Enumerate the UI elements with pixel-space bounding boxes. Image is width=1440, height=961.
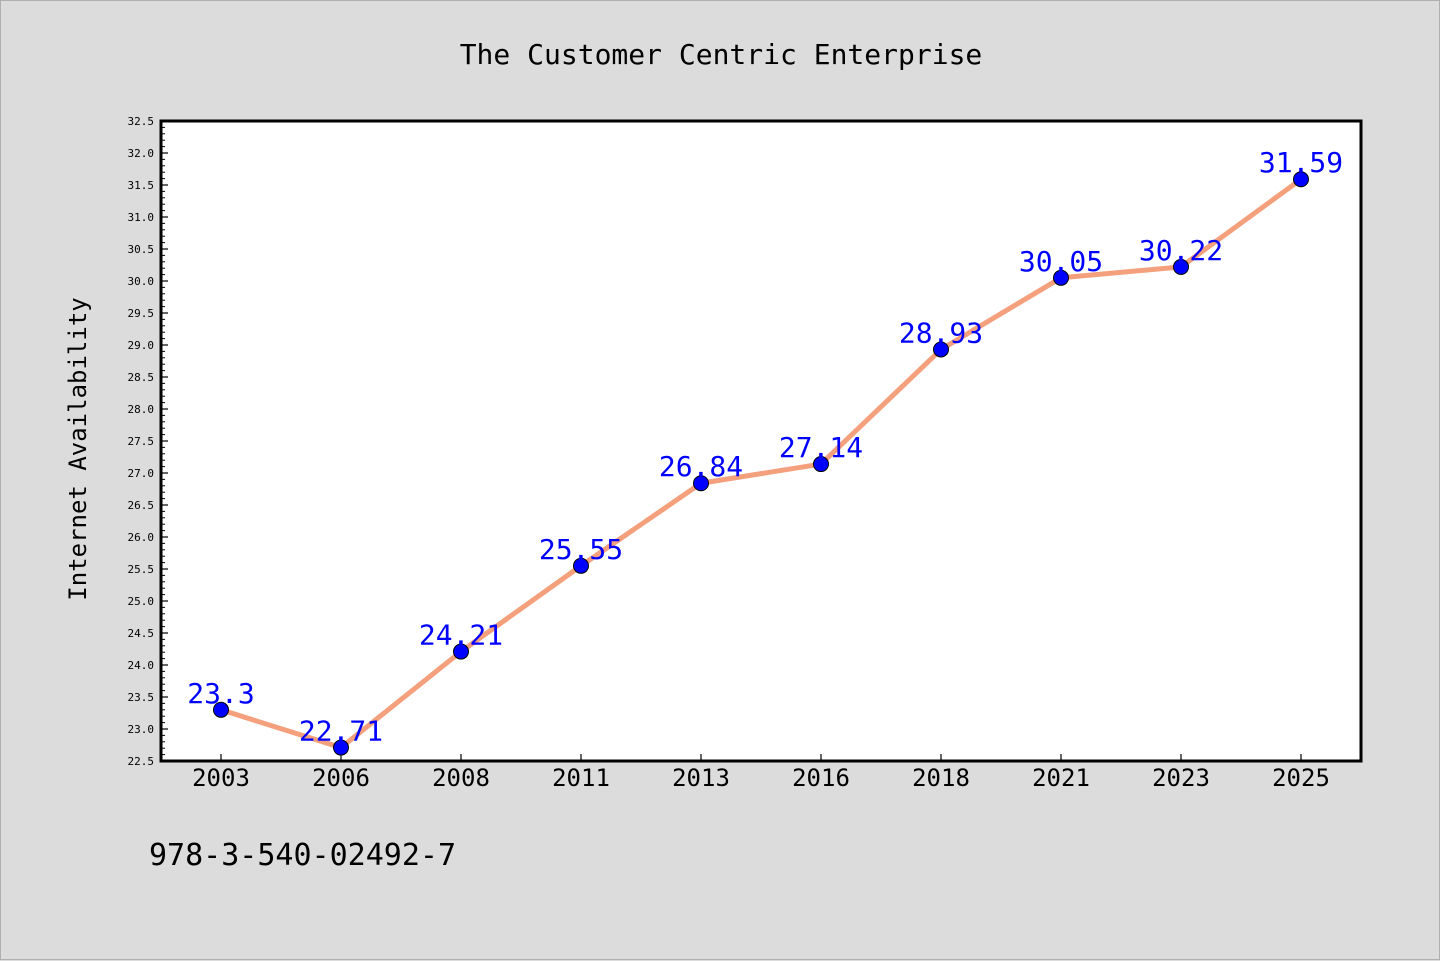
data-point <box>813 456 829 473</box>
y-axis-label: Internet Availability <box>64 297 92 600</box>
y-tick-label: 31.0 <box>128 211 155 224</box>
y-tick-label: 29.5 <box>128 307 155 320</box>
data-label: 23.3 <box>187 677 254 710</box>
x-axis: 2003 2006 2008 2011 2013 2016 2018 2021 2023 2025 <box>192 754 1330 792</box>
data-label: 22.71 <box>299 715 383 748</box>
data-label: 25.55 <box>539 533 623 566</box>
y-tick-label: 30.5 <box>128 243 155 256</box>
data-point <box>933 341 949 358</box>
y-tick-label: 24.5 <box>128 627 155 640</box>
y-tick-label: 30.0 <box>128 275 155 288</box>
y-tick-label: 27.5 <box>128 435 155 448</box>
y-tick-label: 31.5 <box>128 179 155 192</box>
chart-title: The Customer Centric Enterprise <box>460 38 983 71</box>
x-tick-label: 2006 <box>312 764 370 792</box>
x-tick-label: 2021 <box>1032 764 1090 792</box>
x-tick-label: 2025 <box>1272 764 1330 792</box>
y-tick-label: 27.0 <box>128 467 155 480</box>
y-axis: 22.5 23.0 23.5 24.0 24.5 25.0 25.5 26.0 26.5 27.0… <box>128 115 168 768</box>
y-tick-label: 24.0 <box>128 659 155 672</box>
data-label: 24.21 <box>419 619 503 652</box>
y-tick-label: 25.0 <box>128 595 155 608</box>
data-point <box>693 475 709 492</box>
x-tick-label: 2016 <box>792 764 850 792</box>
series-line <box>218 176 1304 751</box>
y-tick-label: 23.5 <box>128 691 155 704</box>
y-tick-label: 25.5 <box>128 563 155 576</box>
data-label: 30.05 <box>1019 245 1103 278</box>
x-tick-label: 2018 <box>912 764 970 792</box>
x-tick-label: 2013 <box>672 764 730 792</box>
plot-area <box>159 119 1363 763</box>
y-tick-label: 32.0 <box>128 147 155 160</box>
data-point <box>1293 171 1309 188</box>
data-point <box>213 701 229 718</box>
data-point <box>573 557 589 574</box>
data-label: 28.93 <box>899 316 983 349</box>
isbn-text: 978-3-540-02492-7 <box>149 838 456 873</box>
data-point <box>453 643 469 660</box>
x-tick-label: 2003 <box>192 764 250 792</box>
data-label: 27.14 <box>779 431 863 464</box>
data-point <box>1053 269 1069 286</box>
data-label: 31.59 <box>1259 146 1343 179</box>
x-tick-label: 2023 <box>1152 764 1210 792</box>
y-tick-label: 29.0 <box>128 339 155 352</box>
data-label: 26.84 <box>659 450 743 483</box>
series: 23.3 22.71 24.21 25.55 26.84 27.14 28.93 30.05 3… <box>187 146 1343 756</box>
y-tick-label: 26.0 <box>128 531 155 544</box>
data-label: 30.22 <box>1139 234 1223 267</box>
y-tick-label: 28.0 <box>128 403 155 416</box>
data-point <box>333 739 349 756</box>
y-tick-label: 28.5 <box>128 371 155 384</box>
y-tick-label: 26.5 <box>128 499 155 512</box>
y-tick-label: 22.5 <box>128 755 155 768</box>
x-tick-label: 2011 <box>552 764 610 792</box>
data-point <box>1173 258 1189 275</box>
x-tick-label: 2008 <box>432 764 490 792</box>
y-tick-label: 32.5 <box>128 115 155 128</box>
y-tick-label: 23.0 <box>128 723 155 736</box>
